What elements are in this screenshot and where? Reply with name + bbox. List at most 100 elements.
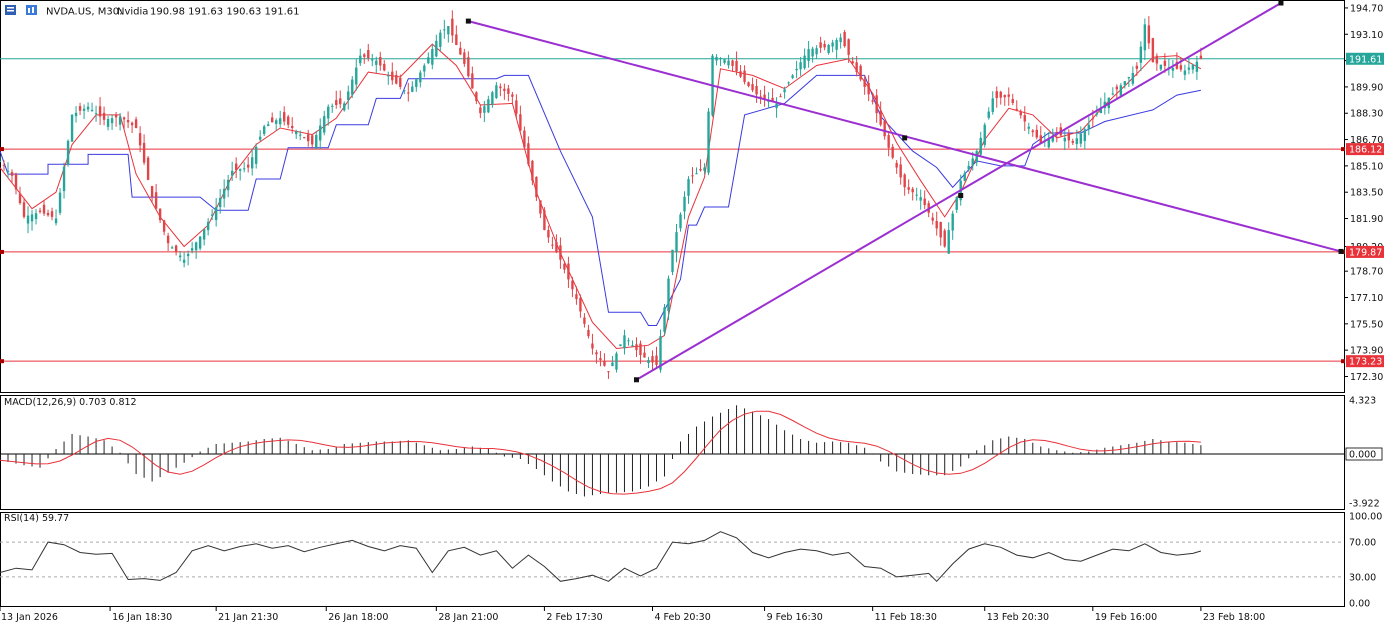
candle-body — [675, 232, 678, 253]
candle-body — [1183, 70, 1187, 75]
candle-body — [1055, 131, 1058, 133]
candle-body — [467, 57, 470, 77]
candle-body — [110, 118, 114, 124]
candle-body — [22, 202, 26, 217]
candle-body — [1123, 81, 1127, 86]
candle-body — [643, 352, 646, 358]
candle-body — [447, 26, 450, 35]
candle-body — [66, 140, 70, 165]
rsi-pane — [0, 531, 1344, 583]
candle-body — [935, 221, 938, 229]
candle-body — [735, 60, 738, 72]
candle-body — [134, 119, 138, 129]
candle-body — [250, 157, 254, 169]
candle-body — [723, 59, 726, 63]
candle-body — [230, 170, 234, 176]
bar-glyph-icon — [32, 7, 34, 13]
candle-body — [651, 356, 654, 363]
candle-body — [495, 85, 498, 98]
candle-body — [911, 188, 914, 193]
candle-body — [1163, 60, 1167, 66]
candle-body — [979, 137, 982, 155]
macd-pane — [0, 405, 1344, 497]
price-tick-label: 177.10 — [1350, 293, 1383, 304]
candle-body — [727, 60, 730, 66]
candle-body — [983, 124, 986, 145]
candle-body — [607, 371, 610, 373]
candle-body — [883, 120, 886, 137]
price-pane-frame — [0, 0, 1345, 393]
candle-body — [391, 71, 394, 81]
candle-body — [931, 217, 934, 221]
candle-body — [399, 77, 402, 87]
candle-body — [395, 74, 398, 84]
candle-body — [951, 213, 954, 231]
candle-body — [62, 166, 66, 192]
candle-body — [335, 100, 338, 106]
candle-body — [1199, 55, 1203, 59]
candle-body — [859, 65, 862, 80]
candle-body — [1031, 130, 1034, 133]
candle-body — [847, 39, 850, 55]
macd-zero-tag — [1345, 447, 1383, 461]
candle-body — [1095, 113, 1099, 115]
instrument-name: Nvidia — [117, 7, 148, 18]
candle-body — [114, 114, 118, 118]
price-tick-label: 181.90 — [1350, 214, 1383, 225]
candle-body — [695, 173, 698, 175]
candle-body — [751, 84, 754, 91]
time-tick-label: 2 Feb 17:30 — [546, 612, 602, 623]
price-tick-label: 175.50 — [1350, 319, 1383, 330]
time-tick-label: 19 Feb 16:00 — [1095, 612, 1157, 623]
candle-body — [347, 91, 350, 101]
candle-body — [299, 134, 302, 136]
time-tick-label: 11 Feb 18:30 — [875, 612, 937, 623]
candle-body — [206, 221, 210, 231]
candle-body — [511, 94, 514, 97]
rsi-pane-frame — [0, 512, 1345, 607]
candle-body — [487, 99, 490, 113]
candle-body — [831, 42, 834, 47]
candle-body — [595, 352, 598, 355]
candle-body — [1115, 86, 1119, 90]
candle-body — [707, 111, 710, 173]
candle-body — [647, 360, 650, 364]
candle-body — [146, 157, 150, 180]
candle-body — [355, 67, 358, 85]
candle-body — [991, 98, 994, 112]
level-anchor-handle — [0, 359, 4, 364]
candle-body — [1099, 107, 1103, 114]
candle-body — [691, 175, 694, 177]
ichimoku-lines — [0, 43, 1202, 350]
candle-body — [319, 125, 322, 141]
candle-body — [999, 91, 1002, 98]
candle-body — [635, 344, 638, 351]
candle-body — [1175, 61, 1179, 69]
candle-body — [655, 355, 658, 365]
trendlines[interactable] — [465, 0, 1344, 383]
candle-body — [26, 215, 30, 224]
candle-body — [1003, 95, 1006, 98]
candle-body — [539, 200, 542, 214]
candle-body — [1075, 138, 1079, 144]
candle-body — [435, 40, 438, 57]
candle-body — [703, 167, 706, 171]
macd-label: MACD(12,26,9) 0.703 0.812 — [4, 397, 137, 408]
level-anchor-handle — [1341, 359, 1345, 364]
level-price-label: 179.87 — [1349, 247, 1382, 258]
price-tick-label: 186.70 — [1350, 135, 1383, 146]
time-tick-label: 9 Feb 16:30 — [767, 612, 823, 623]
candle-body — [275, 120, 278, 124]
candle-body — [747, 82, 750, 87]
symbol-chart-icon[interactable] — [26, 5, 37, 15]
candle-body — [375, 60, 378, 65]
candle-body — [755, 85, 758, 95]
candle-body — [1051, 135, 1054, 142]
candle-body — [1079, 133, 1083, 144]
candle-body — [819, 42, 822, 48]
candle-body — [186, 253, 190, 257]
candle-body — [419, 72, 422, 83]
candle-body — [106, 118, 110, 127]
candle-body — [659, 336, 662, 370]
